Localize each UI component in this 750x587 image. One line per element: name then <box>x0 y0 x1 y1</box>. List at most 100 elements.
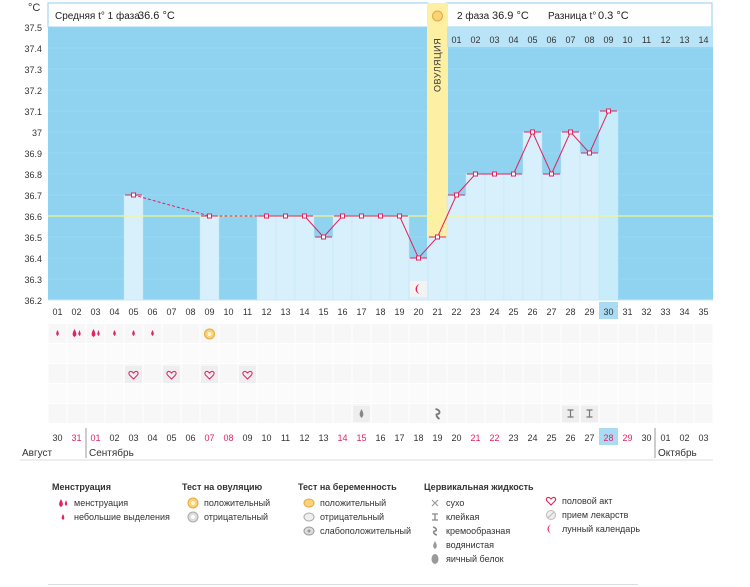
temperature-point <box>340 213 345 219</box>
y-tick-label: 36.9 <box>24 149 42 159</box>
ovulation-negative-icon <box>182 511 204 523</box>
moon-icon <box>540 523 562 535</box>
cycle-day-label: 33 <box>660 307 670 317</box>
legend-divider <box>48 584 638 585</box>
cycle-day-label: 28 <box>565 307 575 317</box>
cycle-day-label: 23 <box>470 307 480 317</box>
y-tick-label: 37.2 <box>24 86 42 96</box>
temperature-bar <box>199 215 220 301</box>
temperature-point <box>606 108 611 114</box>
heart-cell <box>125 366 142 383</box>
calendar-date: 12 <box>299 433 309 443</box>
temperature-bar <box>503 173 524 301</box>
calendar-date: 07 <box>204 433 214 443</box>
calendar-date: 20 <box>451 433 461 443</box>
heart-icon <box>166 370 177 380</box>
small-drop-icon <box>151 330 154 336</box>
cycle-day-label: 17 <box>356 307 366 317</box>
temperature-line <box>133 194 210 217</box>
pill-icon <box>540 509 562 521</box>
cycle-day-label: 02 <box>71 307 81 317</box>
cycle-day-label: 04 <box>109 307 119 317</box>
sticky-icon <box>586 409 593 418</box>
legend-menstruation-title: Менструация <box>52 482 111 492</box>
legend-pregnancy-negative: отрицательный <box>320 512 385 522</box>
post-ovulation-day: 09 <box>603 35 613 45</box>
post-ovulation-day: 11 <box>642 35 651 45</box>
calendar-date: 06 <box>185 433 195 443</box>
temperature-bar <box>294 215 315 301</box>
legend-medication: прием лекарств <box>562 510 629 520</box>
calendar-date: 01 <box>660 433 670 443</box>
legend-watery: водянистая <box>446 540 495 550</box>
cycle-day-label: 13 <box>280 307 290 317</box>
temperature-line <box>418 236 438 259</box>
post-ovulation-day: 10 <box>622 35 632 45</box>
post-ovulation-day: 04 <box>508 35 518 45</box>
creamy-icon <box>435 408 441 420</box>
temperature-bar <box>598 110 619 301</box>
cycle-day-label: 34 <box>679 307 689 317</box>
cycle-day-label: 07 <box>166 307 176 317</box>
cycle-day-label: 09 <box>204 307 214 317</box>
dry-icon <box>424 497 446 509</box>
temperature-point <box>207 213 212 219</box>
temperature-bar <box>332 215 353 301</box>
temperature-point <box>131 192 136 198</box>
cycle-day-label: 26 <box>527 307 537 317</box>
blood-drop-icon <box>97 330 100 336</box>
legend-ovulation-test: Тест на овуляцию положительный отрицател… <box>182 480 270 524</box>
small-drop-icon <box>52 511 74 523</box>
calendar-date: 14 <box>337 433 347 443</box>
cycle-day-label: 05 <box>128 307 138 317</box>
temperature-line <box>399 215 419 259</box>
legend-cervical-fluid-title: Цервикальная жидкость <box>424 482 534 492</box>
calendar-date: 02 <box>679 433 689 443</box>
cycle-day-label: 25 <box>508 307 518 317</box>
symptom-row <box>48 404 713 423</box>
temperature-bar <box>579 152 600 301</box>
cycle-day-label: 12 <box>261 307 271 317</box>
blood-drop-icon <box>72 329 77 337</box>
symptom-row <box>48 324 713 343</box>
calendar-date: 27 <box>584 433 594 443</box>
cycle-day-label: 18 <box>375 307 385 317</box>
cycle-day-label: 14 <box>299 307 309 317</box>
legend-lunar-calendar: лунный календарь <box>562 524 641 534</box>
sticky-icon <box>424 511 446 523</box>
calendar-date: 17 <box>394 433 404 443</box>
heart-cell <box>201 366 218 383</box>
pregnancy-positive-icon <box>298 497 320 509</box>
ovulation-sun-icon <box>432 10 443 22</box>
post-ovulation-day: 08 <box>584 35 594 45</box>
temperature-line <box>513 131 533 175</box>
post-ovulation-row <box>447 27 713 47</box>
temperature-line <box>304 215 324 238</box>
pregnancy-negative-icon <box>298 511 320 523</box>
legend-creamy: кремообразная <box>446 526 511 536</box>
temperature-point <box>378 213 383 219</box>
y-tick-label: 36.7 <box>24 191 42 201</box>
cycle-day-label: 16 <box>337 307 347 317</box>
heart-cell <box>163 366 180 383</box>
temperature-point <box>454 192 459 198</box>
heart-icon <box>204 370 215 380</box>
y-unit-label: °C <box>28 2 40 14</box>
calendar-date: 31 <box>71 433 81 443</box>
y-tick-label: 37.5 <box>24 23 42 33</box>
calendar-date: 03 <box>128 433 138 443</box>
cycle-day-label: 19 <box>394 307 404 317</box>
legend-menstruation: Менструация менструация небольшие выделе… <box>52 480 170 524</box>
cycle-day-label: 11 <box>243 307 252 317</box>
calendar-date: 11 <box>281 433 290 443</box>
legend-pregnancy-positive: положительный <box>320 498 387 508</box>
calendar-date: 18 <box>413 433 423 443</box>
legend-egg-white: яичный белок <box>446 554 504 564</box>
cycle-day-label: 22 <box>451 307 461 317</box>
phase1-value: 36.6 °C <box>138 10 175 22</box>
calendar-date: 10 <box>261 433 271 443</box>
temperature-point <box>435 234 440 240</box>
heart-icon <box>128 370 139 380</box>
cycle-day-label: 30 <box>603 307 613 317</box>
